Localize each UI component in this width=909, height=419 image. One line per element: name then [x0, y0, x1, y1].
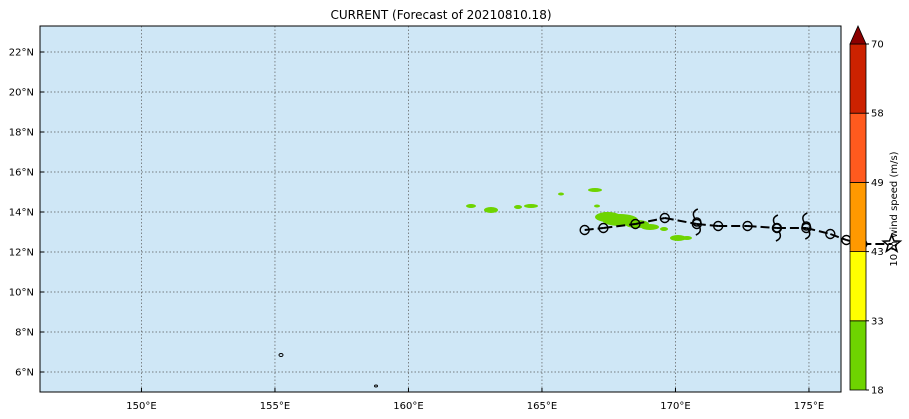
colorbar-segment: [849, 251, 867, 322]
colorbar-tick-label: 58: [871, 109, 884, 120]
island: [278, 353, 284, 357]
colorbar-tick-label: 43: [871, 247, 884, 258]
storm-symbol-arm: [802, 212, 808, 223]
storm-symbol: [772, 223, 782, 233]
current-position-marker: [881, 232, 903, 254]
storm-symbol-arm: [695, 225, 702, 236]
x-tick-label: 165°E: [527, 401, 557, 412]
wind-patch: [660, 227, 668, 231]
track-point: [691, 218, 703, 230]
track-point: [659, 212, 670, 224]
track-segment: [664, 217, 698, 225]
graticule: [40, 26, 841, 392]
latitude-labels: 22°N 20°N 18°N 16°N 14°N 12°N 10°N 8°N 6°N: [9, 48, 34, 379]
wind-patch: [682, 236, 692, 240]
wind-patch: [514, 205, 522, 209]
y-tick-label: 6°N: [15, 368, 34, 379]
y-tick-label: 18°N: [9, 128, 34, 139]
colorbar-tick-label: 70: [871, 40, 884, 51]
wind-patch: [670, 235, 686, 241]
y-tick-label: 14°N: [9, 208, 34, 219]
colorbar: 18 33 43 49 58 70 10 m wind speed (m/s): [849, 25, 900, 397]
island-outlines: [278, 353, 378, 388]
y-tick-label: 16°N: [9, 168, 34, 179]
storm-symbol-arm: [804, 229, 811, 240]
colorbar-tick-label: 49: [871, 178, 884, 189]
track-segment: [829, 233, 847, 241]
x-tick-label: 150°E: [126, 401, 156, 412]
colorbar-ticks: 18 33 43 49 58 70: [866, 40, 884, 397]
ocean-background: [40, 26, 841, 392]
storm-symbol: [692, 217, 702, 227]
wind-patch: [641, 224, 659, 230]
map-border: [39, 25, 842, 393]
y-tick-label: 20°N: [9, 88, 34, 99]
track-segment: [603, 223, 636, 229]
wind-patch: [558, 192, 564, 196]
colorbar-segment: [849, 112, 867, 183]
island: [374, 384, 378, 388]
map-panel: [39, 25, 903, 393]
wind-patch: [601, 212, 611, 216]
y-tick-label: 22°N: [9, 48, 34, 59]
colorbar-segment: [849, 43, 867, 114]
track-point: [598, 222, 609, 234]
wind-patch: [588, 188, 602, 192]
track-point: [801, 222, 812, 234]
y-tick-label: 10°N: [9, 288, 34, 299]
track-point: [712, 220, 724, 232]
y-tick-label: 8°N: [15, 328, 34, 339]
track-point: [825, 228, 836, 240]
storm-symbol-arm: [692, 208, 699, 219]
track-segment: [584, 227, 604, 231]
current-position-star: [881, 232, 903, 254]
colorbar-extend-arrow: [849, 25, 867, 45]
map-title: CURRENT (Forecast of 20210810.18): [330, 8, 551, 22]
storm-symbols: [692, 208, 812, 242]
colorbar-segment: [849, 320, 867, 391]
colorbar-label: 10 m wind speed (m/s): [889, 151, 900, 266]
wind-patch: [484, 207, 498, 213]
track-point: [579, 224, 590, 236]
x-tick-label: 160°E: [393, 401, 423, 412]
storm-symbol-arm: [772, 214, 779, 225]
wind-patch: [594, 204, 600, 208]
track-point: [630, 218, 641, 230]
colorbar-segment: [849, 181, 867, 252]
storm-symbol: [801, 221, 812, 231]
wind-patch: [466, 204, 476, 208]
x-tick-label: 155°E: [260, 401, 290, 412]
colorbar-tick-label: 18: [871, 386, 884, 397]
track-point: [742, 220, 753, 232]
x-tick-label: 170°E: [660, 401, 690, 412]
wind-patch: [524, 204, 538, 208]
y-tick-label: 12°N: [9, 248, 34, 259]
storm-symbol-arm: [775, 231, 782, 242]
colorbar-tick-label: 33: [871, 316, 884, 327]
x-tick-label: 175°E: [794, 401, 824, 412]
